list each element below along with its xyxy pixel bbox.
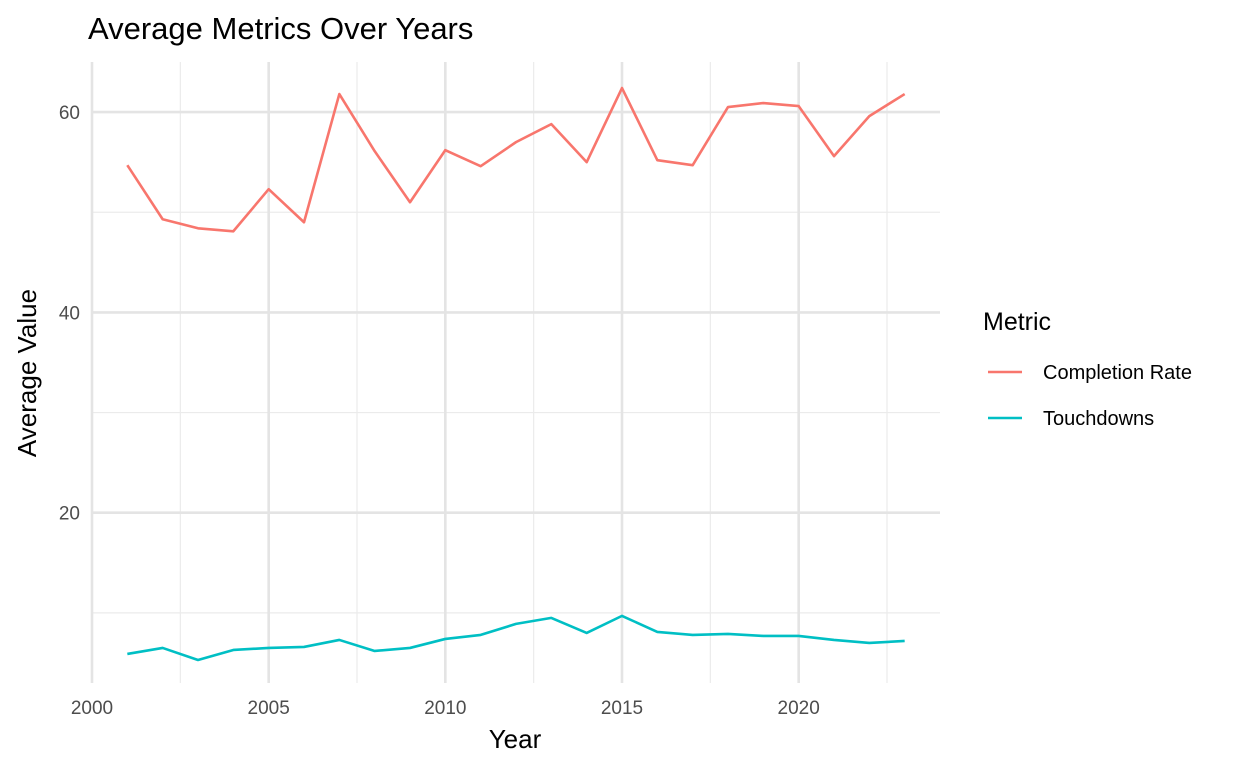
x-axis-title: Year (489, 724, 542, 754)
legend: Metric Completion Rate Touchdowns (983, 308, 1192, 430)
x-tick-label: 2000 (71, 698, 113, 719)
series-lines (126, 86, 906, 662)
y-tick-label: 40 (59, 303, 80, 324)
grid (90, 62, 940, 683)
legend-label-completion-rate: Completion Rate (1043, 362, 1192, 384)
y-axis-title: Average Value (12, 289, 42, 457)
series-line-completion-rate (126, 86, 906, 233)
legend-title: Metric (983, 308, 1051, 336)
chart-title: Average Metrics Over Years (88, 11, 473, 46)
legend-items: Completion Rate Touchdowns (988, 362, 1192, 430)
x-tick-label: 2010 (424, 698, 466, 719)
x-tick-label: 2020 (778, 698, 820, 719)
legend-label-touchdowns: Touchdowns (1043, 408, 1154, 430)
y-tick-label: 60 (59, 103, 80, 124)
series-line-touchdowns (127, 614, 905, 662)
x-tick-label: 2015 (601, 698, 643, 719)
y-tick-label: 20 (59, 504, 80, 525)
x-tick-label: 2005 (248, 698, 290, 719)
